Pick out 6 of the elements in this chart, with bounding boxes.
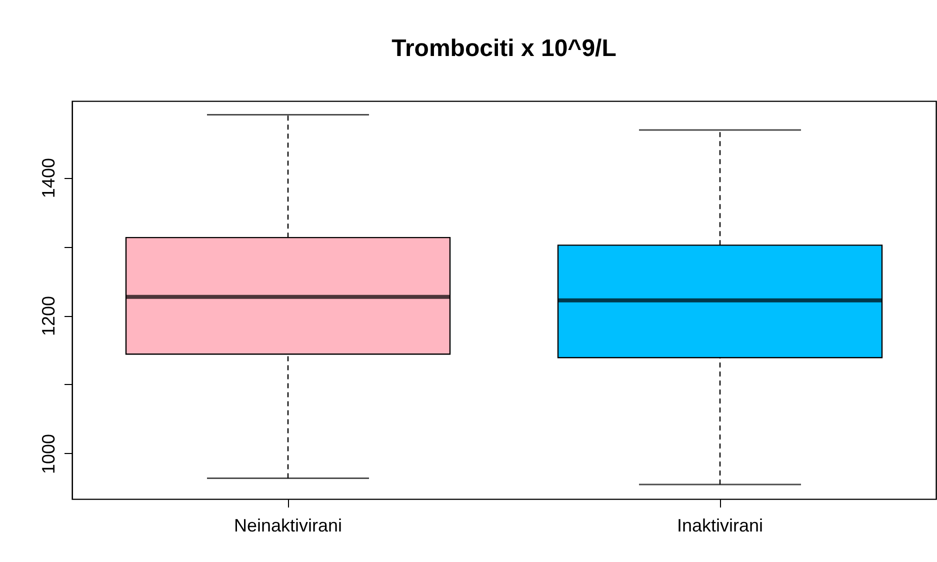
y-tick-label: 1200 [38, 296, 58, 336]
chart-title: Trombociti x 10^9/L [392, 35, 616, 62]
x-tick-label: Inaktivirani [676, 516, 764, 536]
y-tick-label: 1400 [38, 158, 58, 198]
x-tick-label: Neinaktivirani [234, 516, 342, 536]
y-tick-label: 1000 [38, 434, 58, 474]
